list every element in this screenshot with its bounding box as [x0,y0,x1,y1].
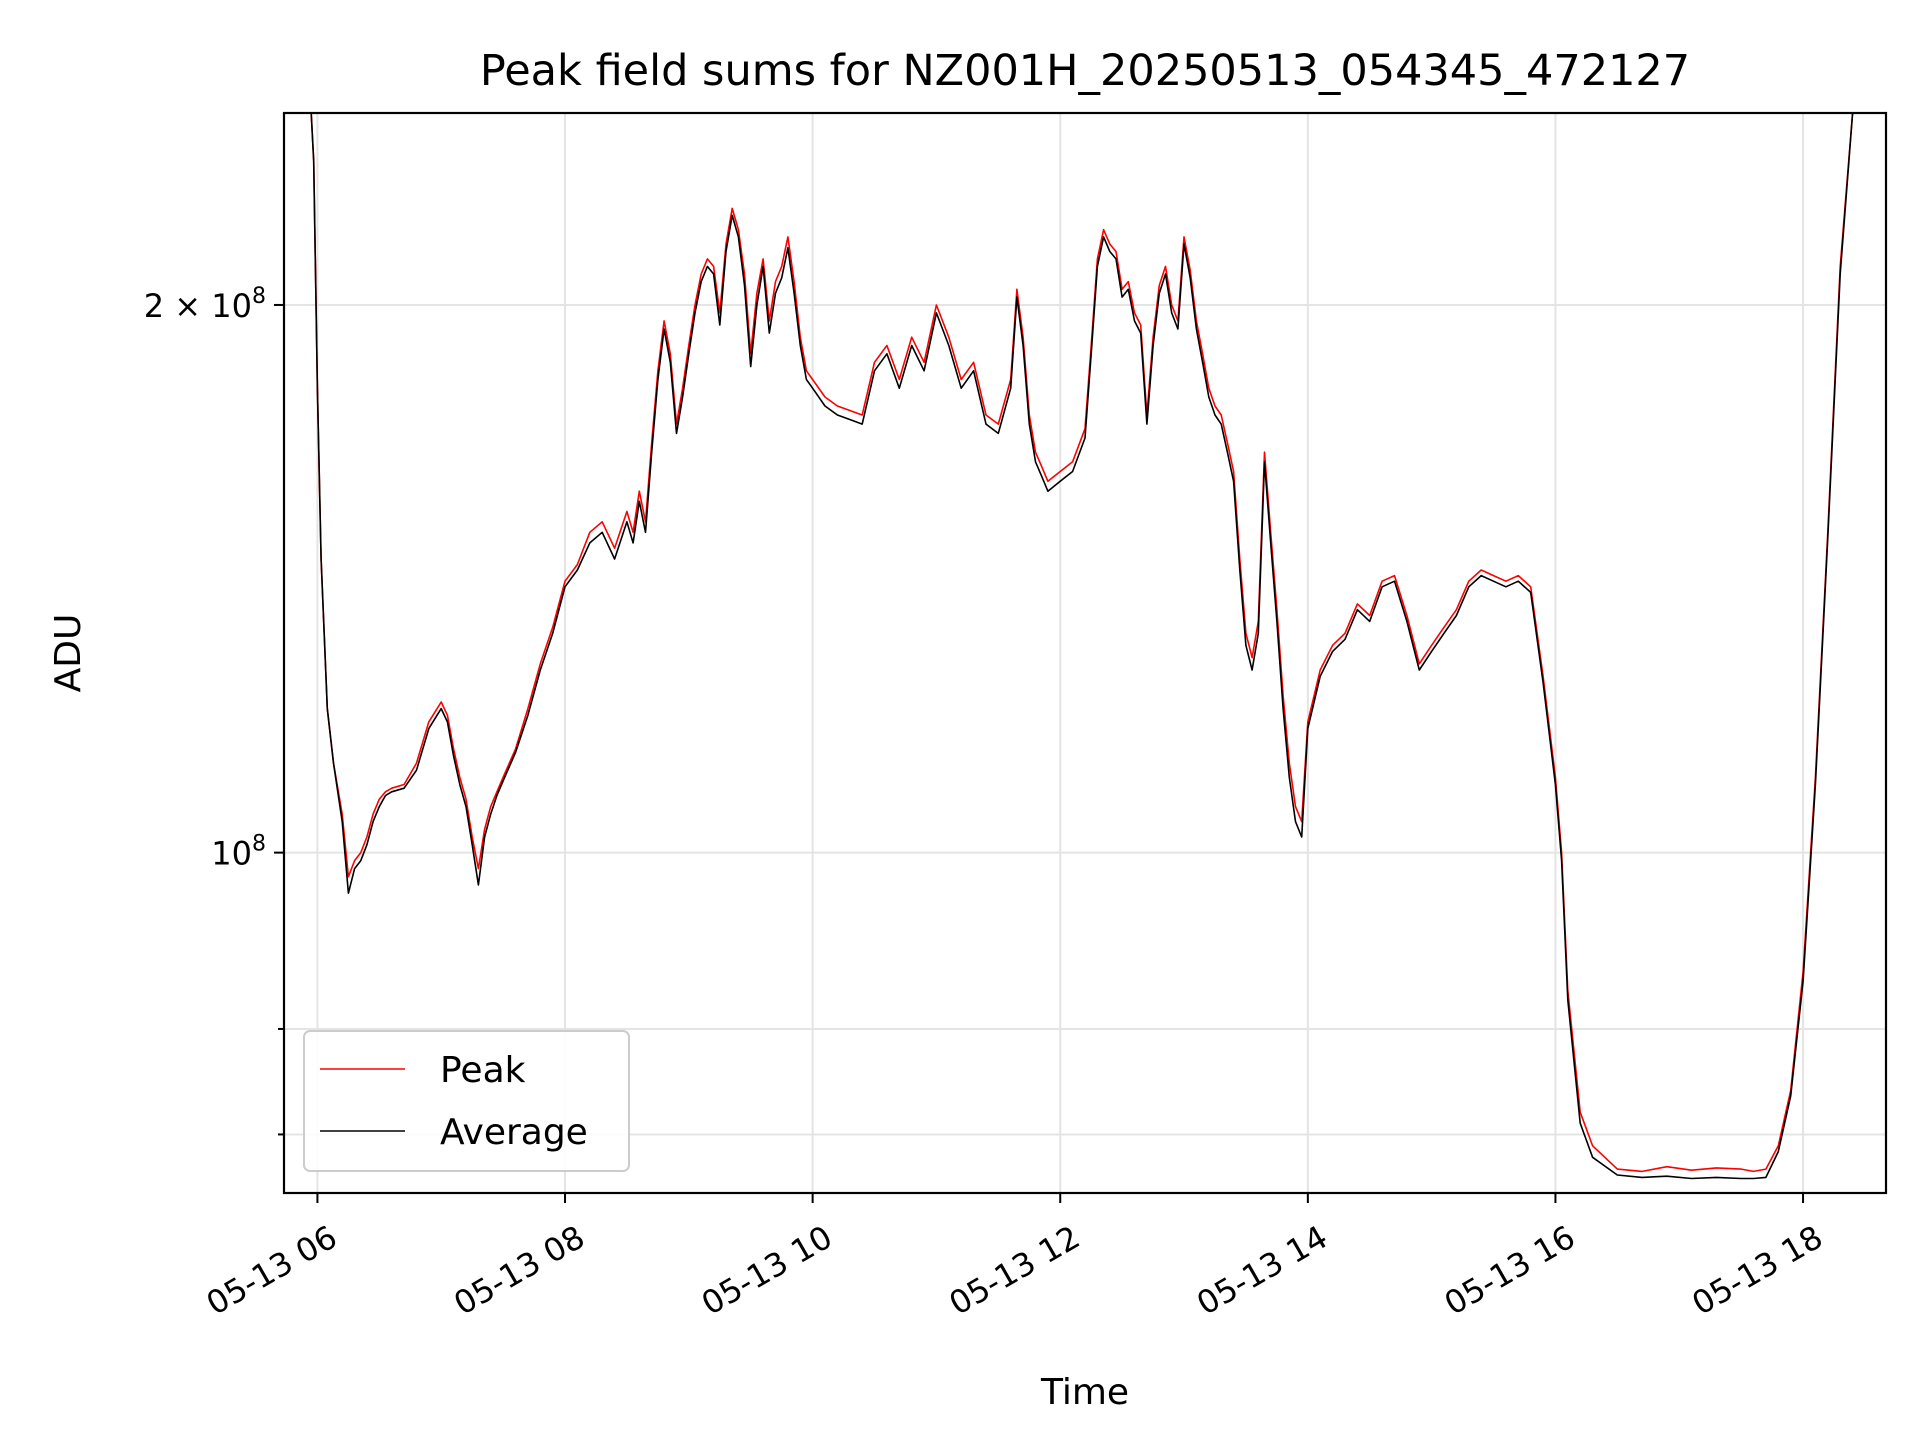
plot-frame [282,111,1888,1195]
series-line-peak [284,113,1854,1173]
y-tick-label: 2 × 108 [144,284,266,325]
grid [284,113,1886,1193]
legend-label-peak: Peak [440,1050,526,1091]
x-axis-label: Time [1040,1372,1129,1413]
y-axis: 108 2 × 108 [144,284,284,1136]
y-tick-label: 108 [211,832,266,873]
series-line-average [284,113,1854,1180]
chart-title: Peak field sums for NZ001H_20250513_0543… [480,46,1690,96]
series-layer [284,113,1854,1180]
legend-label-average: Average [440,1112,588,1153]
y-axis-label: ADU [48,614,89,693]
legend-box [303,1030,630,1172]
legend: Peak Average [303,1030,630,1172]
